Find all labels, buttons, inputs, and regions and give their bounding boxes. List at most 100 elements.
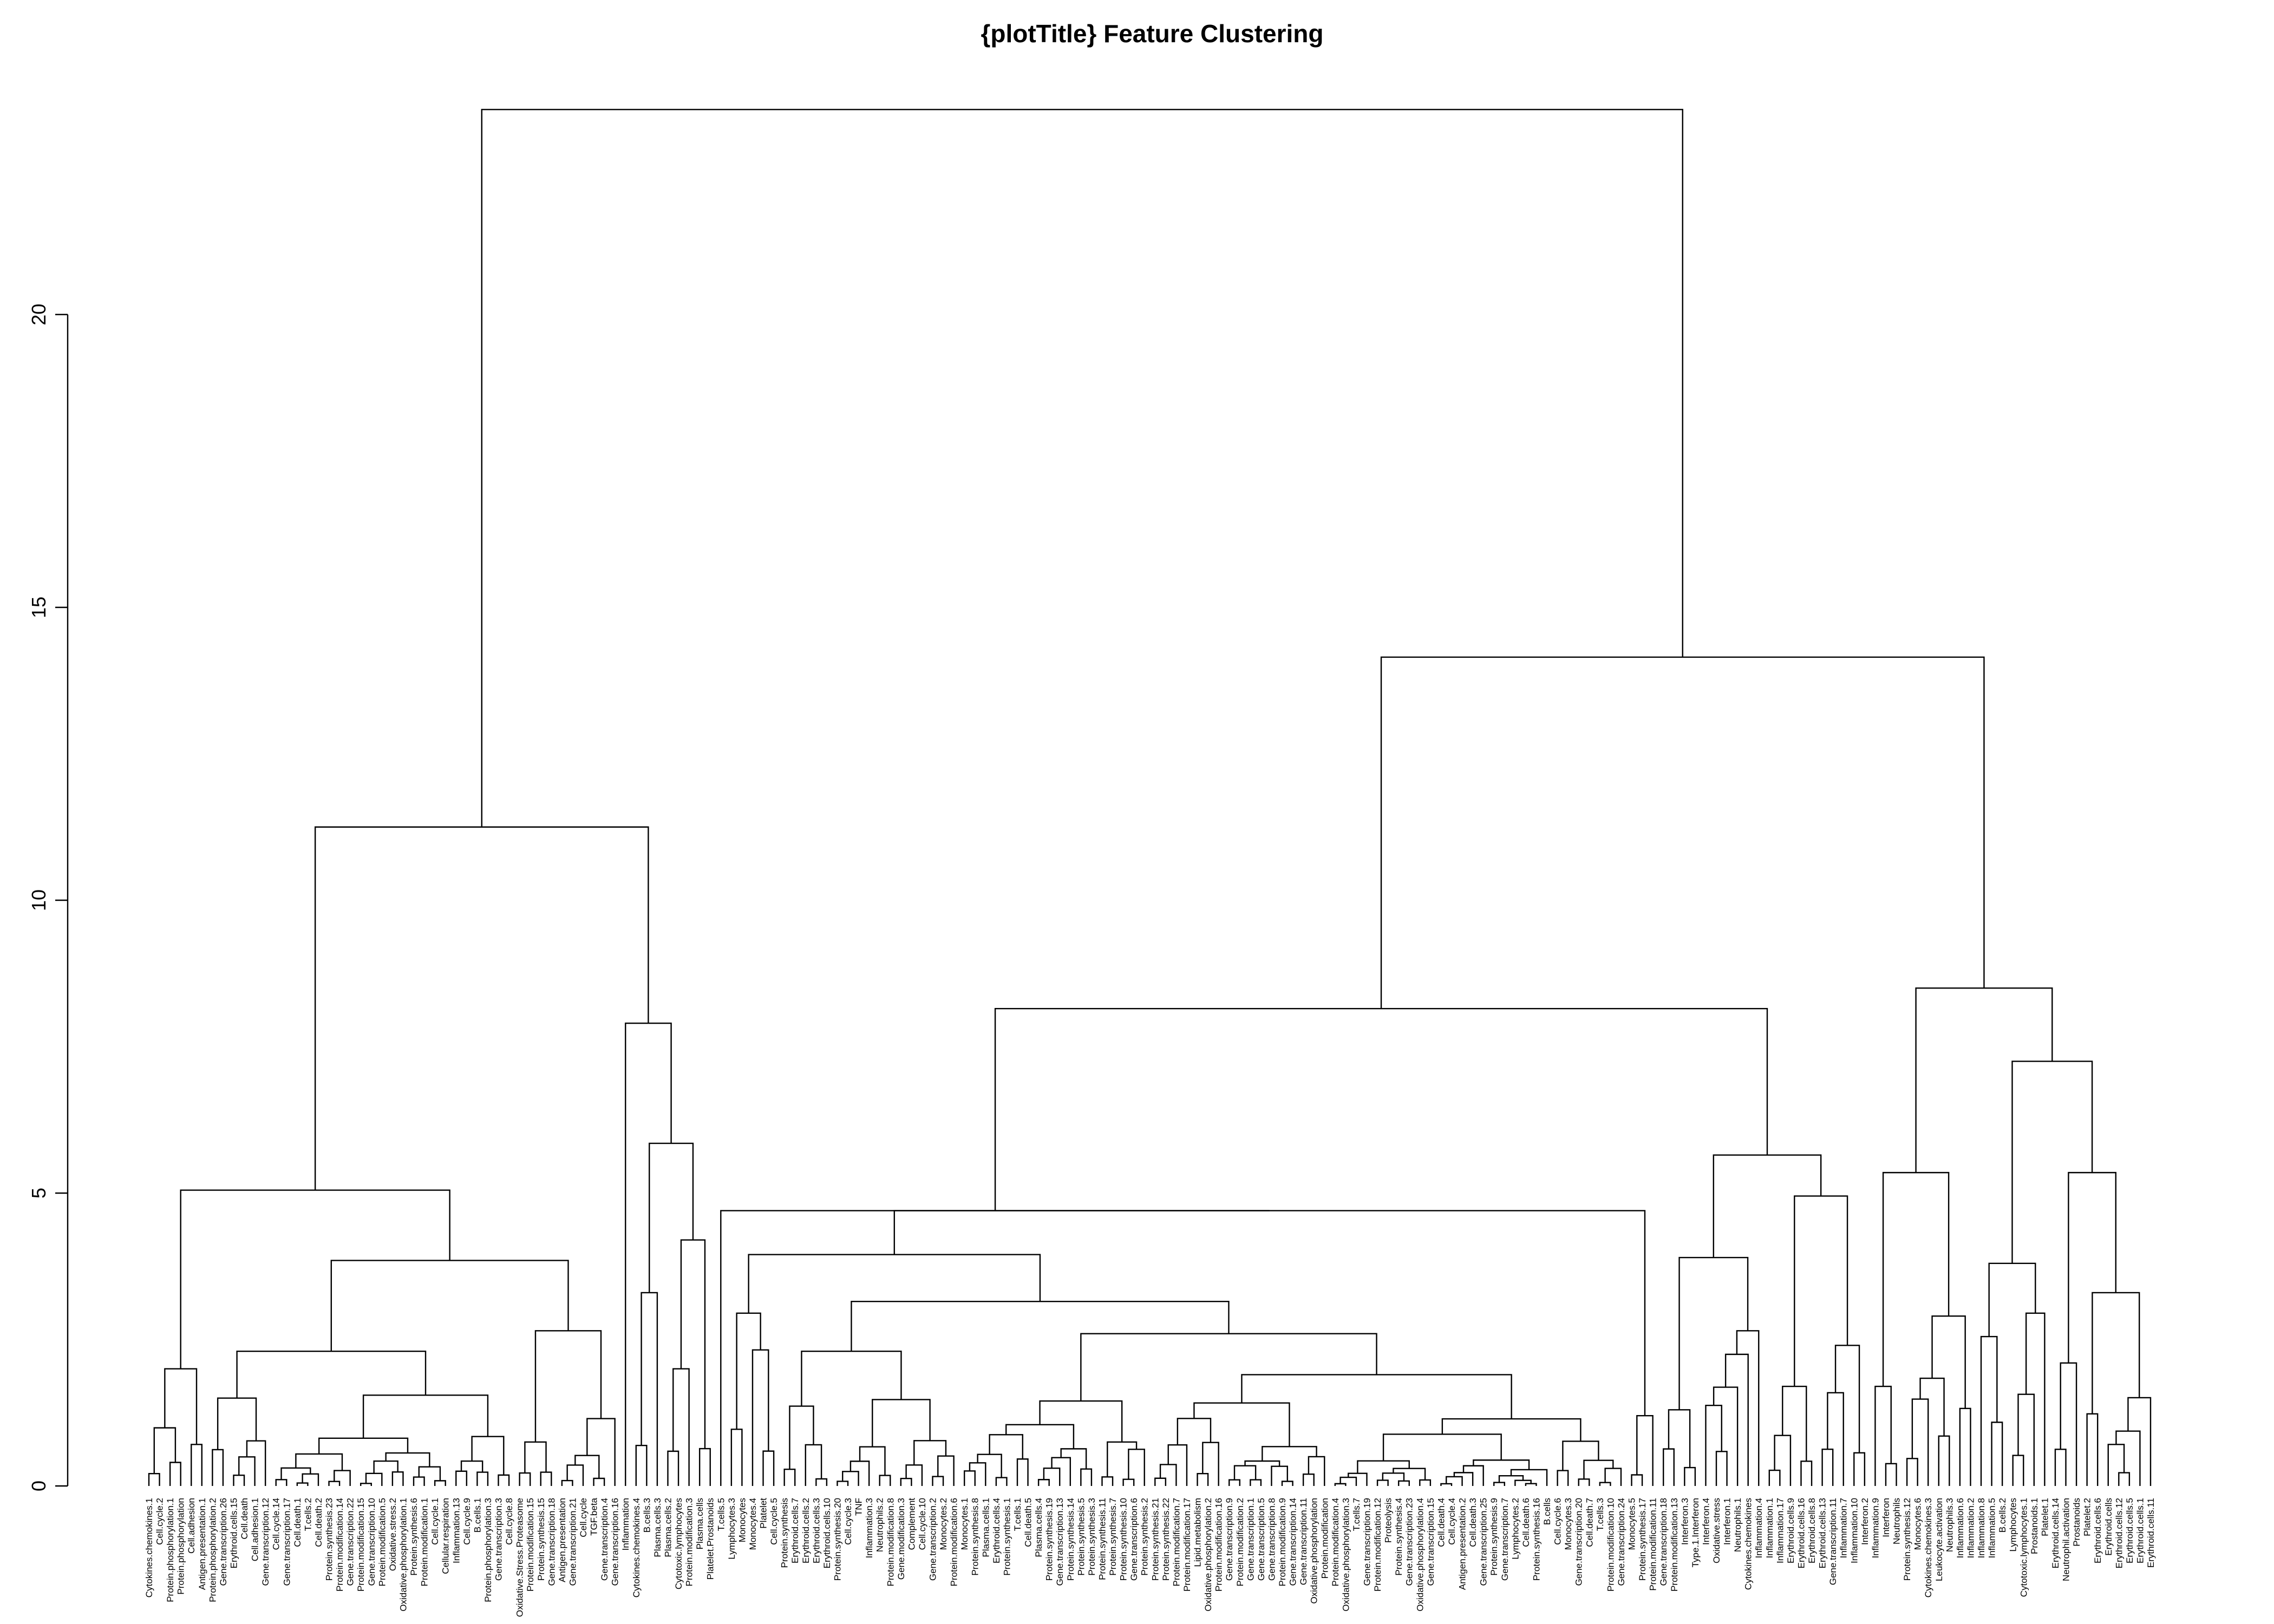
leaf-label: Protein.synthesis.5 <box>1076 1498 1086 1576</box>
leaf-label: Cell.death.6 <box>1521 1498 1531 1547</box>
dendrogram-branch <box>905 1464 923 1486</box>
leaf-label: Gene.transcription.20 <box>1574 1498 1584 1586</box>
dendrogram-branch <box>730 1429 743 1486</box>
leaf-label: Cell.cycle.3 <box>843 1498 853 1545</box>
leaf-label: Erythroid.cells.2 <box>801 1498 811 1563</box>
dendrogram-branch <box>191 1444 203 1486</box>
leaf-label: Gene.transcription.5 <box>1256 1498 1266 1581</box>
dendrogram-branch <box>815 1478 828 1486</box>
leaf-label: Plasma.cells.1 <box>981 1498 991 1557</box>
leaf-label: Platelet.1 <box>2040 1498 2050 1536</box>
leaf-label: Monocytes.1 <box>959 1498 970 1550</box>
chart-title: {plotTitle} Feature Clustering <box>981 19 1323 48</box>
dendrogram-branch <box>1794 1195 1848 1387</box>
dendrogram-branch <box>586 1418 616 1486</box>
leaf-label: Proteolysis <box>1383 1498 1394 1543</box>
dendrogram-branch <box>455 1470 468 1486</box>
leaf-label: Gene.transcription.8 <box>1266 1498 1277 1581</box>
dendrogram-branch <box>995 1477 1008 1486</box>
leaf-label: Protein.phosphorylation <box>176 1498 186 1595</box>
leaf-label: Cell.cycle.1 <box>430 1498 440 1545</box>
leaf-label: B.cells.2 <box>1997 1498 2008 1533</box>
leaf-label: T.cells.3 <box>1595 1498 1605 1531</box>
leaf-label: Cell.adhesion.1 <box>250 1498 260 1561</box>
dendrogram-branch <box>153 1427 177 1474</box>
dendrogram-branch <box>1834 1345 1860 1453</box>
leaf-label: Protein.synthesis.23 <box>324 1498 335 1581</box>
dendrogram-branch <box>2011 1060 2093 1263</box>
dendrogram-branch <box>1774 1435 1792 1486</box>
leaf-label: Protein.modification.6 <box>949 1498 959 1586</box>
leaf-label: Erythroid.cells.14 <box>2050 1498 2061 1568</box>
dendrogram-branch <box>1193 1402 1290 1447</box>
dendrogram-branch <box>1376 1479 1389 1486</box>
leaf-label: Cell.cycle.10 <box>917 1498 927 1550</box>
leaf-label: Erythroid.cells.11 <box>2146 1498 2156 1568</box>
leaf-label: Platelet.2 <box>2082 1498 2093 1536</box>
leaf-label: Gene.transcription.11 <box>1298 1498 1309 1585</box>
leaf-label: Plasma.cells <box>695 1498 705 1549</box>
dendrogram-branch <box>1154 1477 1167 1486</box>
dendrogram-branch <box>1441 1418 1582 1442</box>
dendrogram-branch <box>1915 987 2053 1173</box>
dendrogram-branch <box>1631 1474 1643 1486</box>
leaf-label: Protein.modification.16 <box>1214 1498 1224 1592</box>
leaf-label: Plasma.cells.3 <box>652 1498 663 1557</box>
dendrogram-branch <box>561 1479 573 1486</box>
dendrogram-branch <box>314 826 649 1190</box>
dendrogram-branch <box>1241 1374 1512 1419</box>
leaf-label: Protein.synthesis.8 <box>970 1498 981 1576</box>
leaf-label: Gene.transcription.16 <box>610 1498 620 1586</box>
dendrogram-branch <box>1768 1469 1781 1486</box>
dendrogram-branch <box>330 1260 569 1352</box>
leaf-label: Interferon <box>1881 1498 1891 1537</box>
leaf-label: Neutrophil.activation <box>2061 1498 2072 1581</box>
dendrogram-branch <box>1202 1442 1219 1486</box>
leaf-label: Protein.modification.5 <box>377 1498 387 1586</box>
leaf-label: TNF <box>854 1498 864 1516</box>
leaf-label: Inflammation.4 <box>1754 1498 1764 1558</box>
dendrogram-branch <box>280 1467 311 1480</box>
dendrogram-branch <box>385 1452 430 1467</box>
leaf-label: Protein.synthesis.17 <box>1637 1498 1648 1581</box>
leaf-label: Oxidative.phosphorylation.3 <box>1341 1498 1351 1612</box>
y-tick-label: 5 <box>28 1188 50 1199</box>
dendrogram-branch <box>913 1440 947 1465</box>
dendrogram-branch <box>1382 1472 1405 1481</box>
dendrogram-branch <box>1663 1448 1675 1486</box>
dendrogram-branch <box>302 1473 319 1486</box>
leaf-label: Cell.cycle.8 <box>504 1498 514 1545</box>
leaf-label: Protein.modification.14 <box>335 1498 345 1592</box>
leaf-label: Lymphocytes.2 <box>1510 1498 1520 1560</box>
leaf-label: Leukocyte.activation <box>1934 1498 1944 1581</box>
leaf-label: Gene.transcription.13 <box>1055 1498 1065 1586</box>
dendrogram-branch <box>2118 1472 2131 1486</box>
dendrogram-branch <box>413 1476 425 1486</box>
leaf-label: Protein.synthesis.4 <box>1394 1498 1404 1576</box>
dendrogram-branch <box>1525 1483 1537 1486</box>
dendrogram-branch <box>1440 1483 1453 1486</box>
leaf-label: Protein.synthesis.2 <box>1140 1498 1150 1576</box>
leaf-label: Gene.transcription.2 <box>928 1498 938 1581</box>
leaf-label: Gene.transcription.10 <box>367 1498 377 1586</box>
leaf-label: Lipid.metabolism <box>1193 1498 1203 1567</box>
leaf-label: Erythroid.cells.1 <box>2135 1498 2145 1563</box>
dendrogram-branch <box>169 1462 181 1486</box>
dendrogram-branch <box>524 1441 547 1474</box>
dendrogram-branch <box>1005 1424 1075 1449</box>
dendrogram-branch <box>362 1394 489 1438</box>
dendrogram-branch <box>1446 1476 1463 1486</box>
leaf-label: Interferon.3 <box>1680 1498 1690 1545</box>
dendrogram-branch <box>1853 1452 1866 1486</box>
leaf-label: Protein.modification.3 <box>684 1498 695 1586</box>
leaf-label: Monocytes.6 <box>1913 1498 1923 1550</box>
dendrogram-branch <box>434 1480 446 1486</box>
dendrogram-branch <box>1051 1457 1071 1486</box>
dendrogram-branch <box>698 1448 711 1486</box>
dendrogram-branch <box>2127 1397 2152 1486</box>
dendrogram-branch <box>1348 1472 1368 1486</box>
leaf-label: B.cells <box>1542 1498 1552 1525</box>
leaf-label: Erythroid.cells.13 <box>1818 1498 1828 1568</box>
leaf-label: Cell.death.2 <box>313 1498 324 1547</box>
dendrogram-branch <box>851 1300 1230 1352</box>
